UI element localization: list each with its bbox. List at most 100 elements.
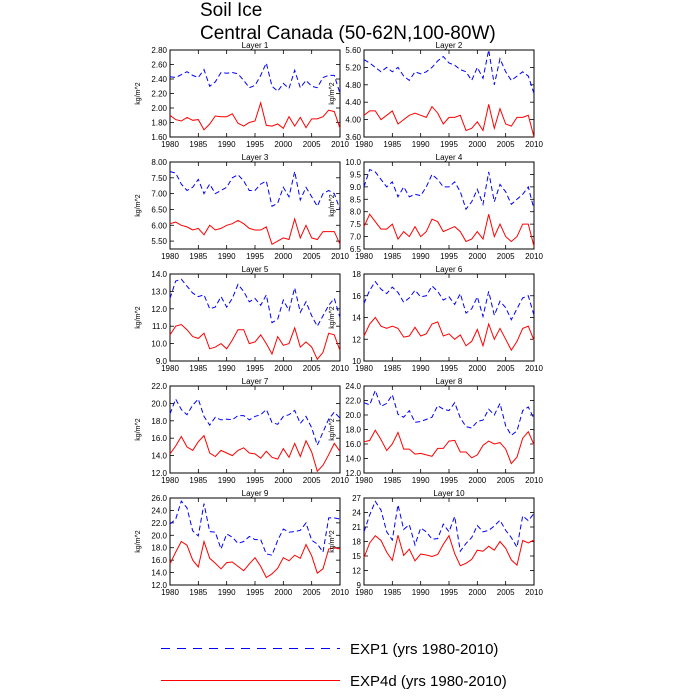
- x-tick-label: 2005: [497, 588, 515, 597]
- plot-frame: [169, 49, 341, 138]
- y-tick-label: 9.0: [350, 183, 362, 192]
- x-tick-label: 2010: [525, 476, 543, 485]
- x-tick-label: 1980: [161, 588, 179, 597]
- y-axis-label: kg/m^2: [135, 306, 142, 328]
- y-tick-label: 24.0: [151, 506, 167, 515]
- x-tick-label: 1995: [246, 588, 264, 597]
- y-tick-label: 10.0: [151, 340, 167, 349]
- y-tick-label: 14.0: [345, 455, 361, 464]
- series-line-exp4d: [363, 213, 535, 247]
- x-tick-label: 2000: [468, 140, 486, 149]
- panel-layer-6: Layer 6 10 12 14 16 18 1980 1985 1990 1995 2000 200…: [329, 265, 543, 373]
- y-tick-label: 18.0: [151, 417, 167, 426]
- x-tick-label: 1995: [440, 140, 458, 149]
- panel-layer-10: Layer 10 9 12 15 18 21 24 27 1980 1985 1990 1995 200…: [329, 489, 543, 597]
- x-tick-label: 1990: [412, 252, 430, 261]
- x-tick-label: 1980: [355, 476, 373, 485]
- x-tick-label: 2000: [468, 588, 486, 597]
- y-tick-label: 14.0: [151, 569, 167, 578]
- y-tick-label: 22.0: [151, 519, 167, 528]
- plot-frame: [169, 273, 341, 362]
- series-line-exp1: [169, 278, 341, 328]
- x-tick-label: 1985: [383, 364, 401, 373]
- x-tick-label: 2000: [468, 252, 486, 261]
- panel-layer-9: Layer 9 12.0 14.0 16.0 18.0 20.0 22.0 24.0 26.0 1…: [135, 489, 349, 597]
- x-tick-label: 1995: [246, 364, 264, 373]
- panel-layer-1: Layer 1 1.60 1.80 2.00 2.20 2.40 2.60 2.80 1980 1…: [135, 41, 349, 149]
- y-tick-label: 15: [352, 552, 361, 561]
- x-tick-label: 2000: [468, 476, 486, 485]
- y-tick-label: 22.0: [345, 397, 361, 406]
- series-line-exp1: [363, 388, 535, 437]
- x-tick-label: 1995: [246, 476, 264, 485]
- panel-title: Layer 2: [436, 41, 463, 50]
- x-tick-label: 2010: [331, 588, 349, 597]
- y-axis-label: kg/m^2: [135, 194, 142, 216]
- plot-frame: [363, 273, 535, 362]
- x-tick-label: 1985: [189, 364, 207, 373]
- x-tick-label: 1985: [189, 588, 207, 597]
- x-tick-label: 2005: [497, 364, 515, 373]
- x-tick-label: 2000: [468, 364, 486, 373]
- y-tick-label: 27: [352, 494, 361, 503]
- y-tick-label: 3.60: [345, 133, 361, 142]
- series-line-exp1: [169, 171, 341, 210]
- x-tick-label: 1995: [246, 252, 264, 261]
- y-tick-label: 16.0: [151, 556, 167, 565]
- series-line-exp4d: [363, 316, 535, 352]
- y-tick-label: 24.0: [345, 382, 361, 391]
- x-tick-label: 1990: [412, 588, 430, 597]
- y-tick-label: 13.0: [151, 287, 167, 296]
- x-tick-label: 2000: [274, 476, 292, 485]
- x-tick-label: 1980: [161, 140, 179, 149]
- x-tick-label: 1985: [189, 140, 207, 149]
- x-tick-label: 2005: [497, 252, 515, 261]
- x-tick-label: 2010: [331, 252, 349, 261]
- series-line-exp4d: [363, 104, 535, 138]
- series-line-exp1: [169, 500, 341, 556]
- x-tick-label: 1995: [440, 476, 458, 485]
- plot-frame: [363, 161, 535, 250]
- panel-layer-2: Layer 2 3.60 4.00 4.40 4.80 5.20 5.60 1980 1985 1…: [329, 41, 543, 149]
- series-line-exp4d: [169, 539, 341, 579]
- y-tick-label: 12.0: [151, 469, 167, 478]
- panel-title: Layer 5: [242, 265, 269, 274]
- y-tick-label: 16.0: [345, 440, 361, 449]
- y-axis-label: kg/m^2: [135, 418, 142, 440]
- y-tick-label: 12: [352, 335, 361, 344]
- y-tick-label: 14.0: [151, 452, 167, 461]
- series-line-exp4d: [363, 534, 535, 567]
- x-tick-label: 2005: [497, 140, 515, 149]
- y-tick-label: 18.0: [345, 426, 361, 435]
- x-tick-label: 2010: [525, 364, 543, 373]
- panel-title: Layer 7: [242, 377, 269, 386]
- x-tick-label: 2005: [497, 476, 515, 485]
- x-tick-label: 2010: [525, 140, 543, 149]
- y-tick-label: 18: [352, 270, 361, 279]
- y-axis-label: kg/m^2: [329, 530, 336, 552]
- y-tick-label: 18.0: [151, 544, 167, 553]
- y-tick-label: 20.0: [151, 399, 167, 408]
- x-tick-label: 2005: [303, 476, 321, 485]
- plot-frame: [363, 497, 535, 586]
- x-tick-label: 1980: [161, 476, 179, 485]
- y-tick-label: 9.0: [156, 357, 168, 366]
- x-tick-label: 1985: [383, 252, 401, 261]
- x-tick-label: 1995: [440, 364, 458, 373]
- y-axis-label: kg/m^2: [329, 306, 336, 328]
- y-tick-label: 14: [352, 314, 361, 323]
- y-tick-label: 8.0: [350, 208, 362, 217]
- figure-subtitle: Central Canada (50-62N,100-80W): [200, 23, 496, 44]
- series-line-exp1: [363, 280, 535, 321]
- panel-layer-5: Layer 5 9.0 10.0 11.0 12.0 13.0 14.0 1980 1985 19…: [135, 265, 349, 373]
- x-tick-label: 2000: [274, 588, 292, 597]
- x-tick-label: 1990: [218, 476, 236, 485]
- x-tick-label: 1985: [383, 588, 401, 597]
- panel-title: Layer 4: [436, 153, 463, 162]
- panel-title: Layer 6: [436, 265, 463, 274]
- x-tick-label: 1980: [161, 252, 179, 261]
- x-tick-label: 1980: [355, 140, 373, 149]
- y-tick-label: 11.0: [152, 322, 168, 331]
